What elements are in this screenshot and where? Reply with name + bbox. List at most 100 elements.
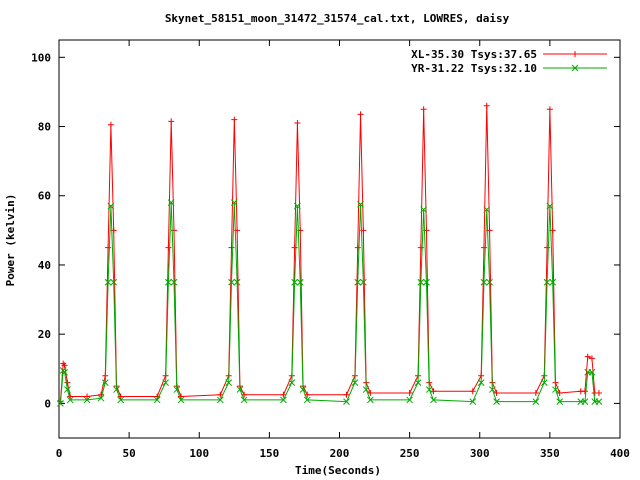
data-point	[299, 386, 307, 393]
data-point	[61, 368, 68, 376]
data-point	[216, 396, 224, 404]
data-point	[595, 398, 603, 406]
data-point	[288, 379, 296, 386]
data-point	[359, 278, 367, 286]
data-point	[430, 396, 437, 404]
data-point	[170, 278, 178, 286]
x-tick-label: 300	[470, 447, 490, 460]
series-xl	[57, 102, 602, 405]
data-point	[117, 393, 124, 400]
data-point	[225, 379, 233, 386]
data-point	[486, 278, 493, 286]
data-point	[280, 396, 287, 404]
series-line	[59, 202, 599, 404]
data-point	[595, 390, 602, 397]
data-point	[354, 278, 362, 286]
data-point	[546, 202, 554, 210]
data-point	[544, 244, 551, 251]
plot-frame	[58, 39, 621, 439]
data-point	[117, 396, 125, 404]
data-point	[469, 388, 476, 395]
data-point	[556, 398, 564, 406]
data-point	[417, 278, 425, 286]
legend-marker	[572, 51, 578, 57]
data-point	[483, 102, 490, 109]
data-point	[107, 121, 114, 128]
data-point	[549, 278, 557, 286]
x-axis-label: Time(Seconds)	[295, 464, 381, 477]
data-point	[165, 244, 172, 251]
data-point	[425, 386, 433, 393]
data-point	[168, 118, 175, 125]
y-tick-label: 0	[44, 397, 51, 410]
data-point	[532, 390, 539, 397]
y-tick-label: 20	[38, 328, 51, 341]
data-point	[543, 278, 551, 286]
data-point	[367, 396, 374, 404]
x-tick-label: 100	[189, 447, 209, 460]
data-point	[303, 396, 311, 404]
data-point	[343, 398, 350, 406]
data-point	[97, 394, 105, 402]
data-point	[420, 206, 428, 213]
data-point	[469, 398, 477, 406]
plot-area	[57, 102, 603, 407]
data-point	[101, 379, 109, 386]
data-point	[167, 199, 175, 207]
legend-label: YR-31.22 Tsys:32.10	[411, 62, 537, 75]
data-point	[66, 396, 74, 404]
data-point	[417, 244, 424, 251]
data-point	[480, 278, 488, 286]
data-point	[406, 390, 413, 397]
y-tick-label: 60	[38, 190, 51, 203]
data-point	[294, 202, 301, 210]
data-point	[113, 386, 120, 393]
data-point	[57, 400, 64, 407]
x-tick-label: 400	[610, 447, 630, 460]
data-point	[240, 396, 248, 404]
x-tick-label: 150	[259, 447, 279, 460]
data-point	[296, 278, 304, 286]
y-tick-label: 100	[31, 51, 51, 64]
data-point	[477, 379, 485, 386]
data-point	[357, 111, 364, 118]
legend-marker	[571, 64, 579, 72]
data-point	[351, 379, 359, 386]
data-point	[556, 390, 563, 397]
data-point	[406, 396, 413, 404]
data-point	[420, 106, 427, 113]
legend-label: XL-35.30 Tsys:37.65	[411, 48, 537, 61]
x-tick-label: 50	[123, 447, 136, 460]
data-point	[532, 398, 540, 406]
data-point	[423, 278, 430, 286]
data-point	[173, 386, 181, 393]
y-tick-label: 80	[38, 121, 51, 134]
data-point	[540, 379, 548, 386]
data-point	[291, 244, 298, 251]
data-point	[483, 206, 491, 213]
x-tick-label: 250	[400, 447, 420, 460]
data-point	[291, 278, 298, 286]
data-point	[83, 396, 91, 404]
series-yr	[57, 199, 603, 407]
data-point	[294, 120, 301, 127]
axes: 0 50 100 150 200 250 300 350 400 0 20 40 60 80 100	[31, 39, 630, 460]
data-point	[84, 393, 91, 400]
y-tick-label: 40	[38, 259, 51, 272]
data-point	[231, 116, 238, 123]
x-tick-label: 0	[56, 447, 63, 460]
data-point	[354, 244, 361, 251]
data-point	[489, 386, 496, 393]
y-axis-label: Power (kelvin)	[4, 194, 17, 287]
data-point	[552, 386, 559, 393]
data-point	[64, 379, 71, 386]
data-point	[362, 386, 370, 393]
data-point	[584, 353, 591, 360]
x-tick-label: 200	[330, 447, 350, 460]
data-point	[110, 278, 118, 286]
data-point	[414, 379, 422, 386]
data-point	[165, 278, 172, 286]
data-point	[581, 398, 589, 406]
data-point	[357, 201, 364, 208]
